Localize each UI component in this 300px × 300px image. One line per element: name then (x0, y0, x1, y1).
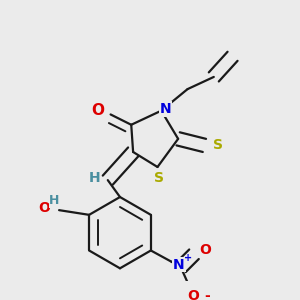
Text: +: + (184, 253, 192, 263)
Text: N: N (173, 258, 185, 272)
Text: H: H (89, 171, 100, 185)
Text: O: O (38, 201, 50, 215)
Text: -: - (204, 289, 210, 300)
Text: O: O (91, 103, 104, 118)
Text: N: N (160, 102, 172, 116)
Text: O: O (187, 289, 199, 300)
Text: H: H (49, 194, 60, 207)
Text: O: O (199, 244, 211, 257)
Text: S: S (212, 138, 223, 152)
Text: S: S (154, 171, 164, 185)
